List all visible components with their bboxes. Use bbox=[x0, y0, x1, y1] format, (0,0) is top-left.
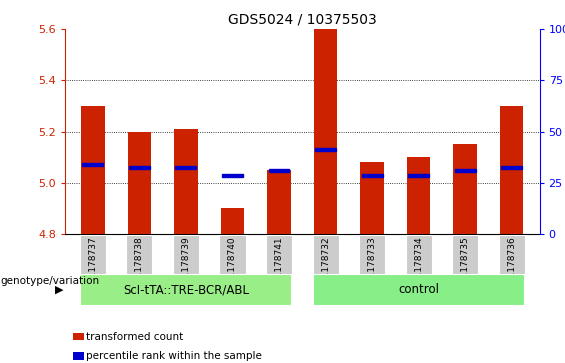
Bar bbox=[312, 235, 338, 274]
Text: GSM1178738: GSM1178738 bbox=[135, 236, 144, 297]
Bar bbox=[452, 235, 478, 274]
Text: ScI-tTA::TRE-BCR/ABL: ScI-tTA::TRE-BCR/ABL bbox=[123, 284, 249, 296]
Bar bbox=[499, 235, 525, 274]
Bar bbox=[500, 106, 523, 234]
Text: transformed count: transformed count bbox=[86, 331, 184, 342]
Bar bbox=[407, 157, 430, 234]
Bar bbox=[80, 274, 292, 306]
Text: control: control bbox=[398, 284, 439, 296]
Text: GSM1178737: GSM1178737 bbox=[88, 236, 97, 297]
Bar bbox=[312, 274, 525, 306]
Bar bbox=[406, 235, 432, 274]
Text: GSM1178741: GSM1178741 bbox=[275, 236, 284, 297]
Text: genotype/variation: genotype/variation bbox=[0, 276, 99, 286]
Bar bbox=[360, 162, 384, 234]
Bar bbox=[80, 235, 106, 274]
Text: GSM1178735: GSM1178735 bbox=[460, 236, 470, 297]
Bar bbox=[455, 168, 476, 172]
Bar bbox=[268, 168, 289, 172]
Bar bbox=[129, 166, 150, 169]
Bar bbox=[176, 166, 197, 169]
Bar bbox=[219, 235, 246, 274]
Bar bbox=[173, 235, 199, 274]
Bar bbox=[501, 166, 522, 169]
Bar bbox=[82, 163, 103, 167]
Text: GSM1178733: GSM1178733 bbox=[368, 236, 376, 297]
Bar bbox=[454, 144, 477, 234]
Bar bbox=[267, 170, 290, 234]
Bar bbox=[222, 174, 243, 177]
Bar bbox=[359, 235, 385, 274]
Bar bbox=[266, 235, 292, 274]
Bar bbox=[175, 129, 198, 234]
Text: GSM1178736: GSM1178736 bbox=[507, 236, 516, 297]
Bar bbox=[362, 174, 383, 177]
Bar bbox=[408, 174, 429, 177]
Text: GSM1178732: GSM1178732 bbox=[321, 236, 330, 297]
Bar bbox=[315, 148, 336, 151]
Bar bbox=[221, 208, 244, 234]
Text: percentile rank within the sample: percentile rank within the sample bbox=[86, 351, 262, 362]
Title: GDS5024 / 10375503: GDS5024 / 10375503 bbox=[228, 12, 377, 26]
Bar bbox=[314, 29, 337, 234]
Text: GSM1178740: GSM1178740 bbox=[228, 236, 237, 297]
Bar bbox=[128, 132, 151, 234]
Text: ▶: ▶ bbox=[55, 285, 63, 295]
Text: GSM1178739: GSM1178739 bbox=[181, 236, 190, 297]
Text: GSM1178734: GSM1178734 bbox=[414, 236, 423, 297]
Bar bbox=[127, 235, 153, 274]
Bar bbox=[81, 106, 105, 234]
